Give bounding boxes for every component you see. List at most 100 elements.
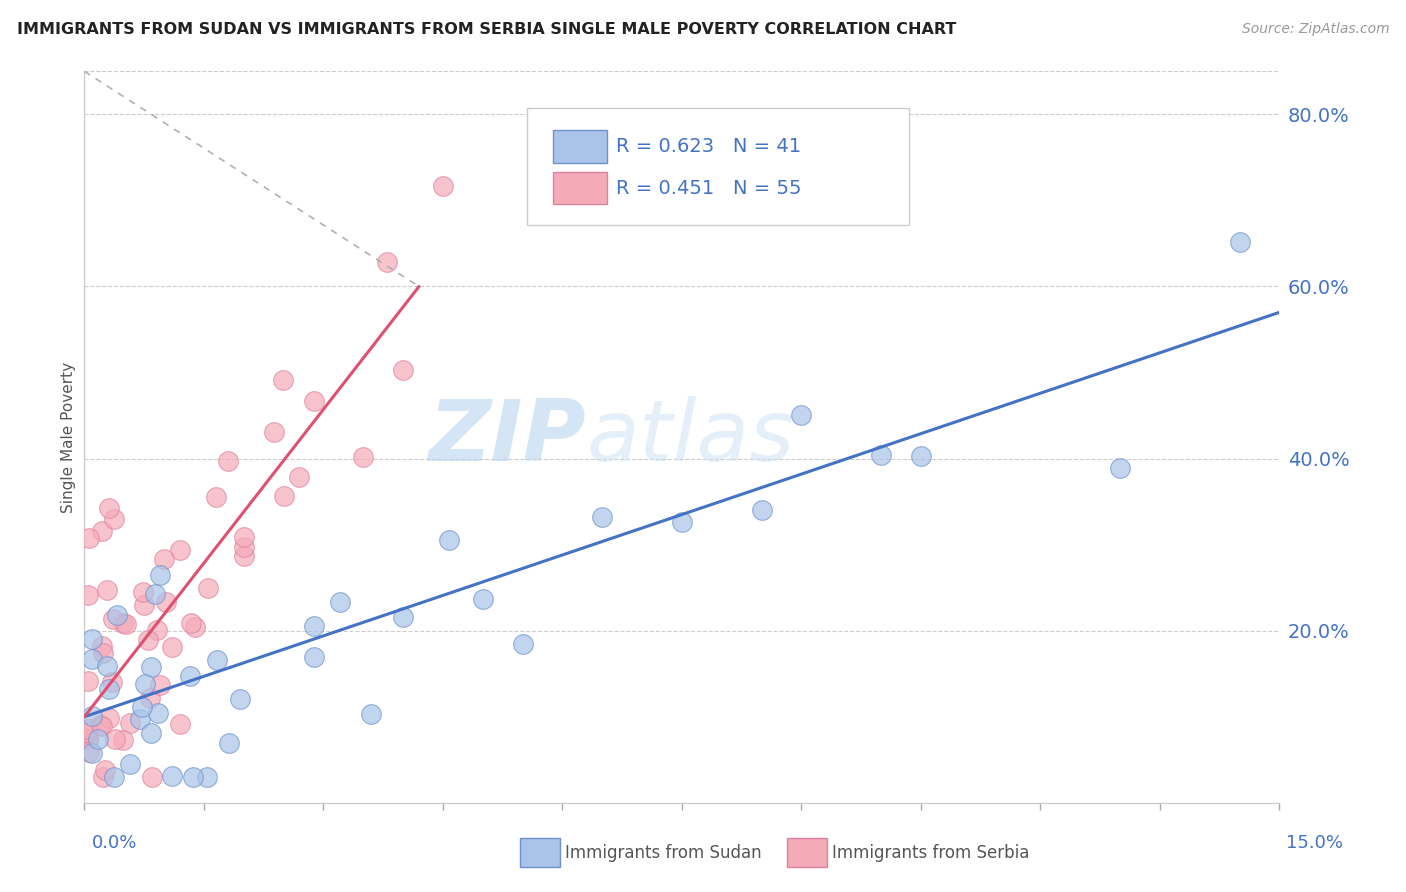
Point (375, 254, 398, 268)
Point (82, 632, 104, 646)
Point (180, 616, 202, 631)
Point (205, 490, 228, 504)
Point (77, 723, 100, 737)
Point (139, 660, 162, 674)
Text: IMMIGRANTS FROM SUDAN VS IMMIGRANTS FROM SERBIA SINGLE MALE POVERTY CORRELATION : IMMIGRANTS FROM SUDAN VS IMMIGRANTS FROM… (17, 22, 956, 37)
Point (115, 616, 138, 631)
Point (77, 673, 100, 688)
Point (392, 610, 415, 624)
Point (77, 724, 100, 739)
Point (790, 408, 813, 422)
Point (195, 770, 218, 784)
Point (439, 533, 461, 548)
Point (512, 637, 534, 651)
Point (432, 179, 454, 194)
Point (233, 540, 256, 554)
Point (148, 706, 170, 721)
Point (79, 745, 101, 759)
Point (120, 756, 142, 771)
Text: R = 0.623   N = 41: R = 0.623 N = 41 (616, 137, 801, 156)
Text: Immigrants from Serbia: Immigrants from Serbia (832, 844, 1029, 862)
Point (302, 649, 325, 664)
Point (1109, 461, 1132, 475)
Point (671, 515, 693, 529)
Point (197, 581, 219, 595)
Point (139, 690, 162, 705)
Point (591, 510, 613, 524)
Point (112, 732, 135, 747)
Point (82, 651, 104, 665)
Point (139, 726, 162, 740)
Point (128, 712, 150, 726)
Point (103, 512, 125, 526)
Point (288, 470, 311, 484)
Point (302, 619, 325, 633)
Point (392, 363, 415, 377)
Point (87, 732, 110, 747)
FancyBboxPatch shape (553, 171, 606, 204)
Point (143, 587, 166, 601)
Point (98, 681, 121, 696)
Point (105, 607, 128, 622)
Point (77, 731, 100, 746)
Point (91, 770, 114, 784)
Point (100, 674, 122, 689)
Point (96, 658, 118, 673)
Text: R = 0.451   N = 55: R = 0.451 N = 55 (616, 179, 801, 198)
FancyBboxPatch shape (553, 130, 606, 163)
Point (160, 768, 183, 782)
Point (169, 716, 191, 731)
Point (101, 612, 124, 626)
Point (90, 524, 112, 539)
Point (94, 763, 117, 777)
Point (146, 623, 169, 637)
Point (82, 746, 104, 760)
Point (134, 598, 156, 612)
Text: atlas: atlas (586, 395, 794, 479)
Point (91, 646, 114, 660)
Point (149, 568, 172, 582)
FancyBboxPatch shape (527, 108, 910, 225)
Text: 0.0%: 0.0% (91, 834, 136, 852)
Point (77, 588, 100, 602)
Point (232, 530, 254, 544)
Point (160, 640, 183, 655)
Text: Source: ZipAtlas.com: Source: ZipAtlas.com (1241, 22, 1389, 37)
Point (131, 699, 153, 714)
Point (103, 770, 125, 784)
Point (96, 582, 118, 597)
Point (229, 691, 252, 706)
Point (870, 448, 893, 462)
Point (152, 551, 174, 566)
Point (263, 425, 285, 439)
Point (352, 450, 374, 465)
Point (149, 678, 172, 692)
Point (77, 531, 100, 545)
Point (97, 711, 120, 725)
Point (82, 709, 104, 723)
Text: ZIP: ZIP (429, 395, 586, 479)
Point (181, 770, 204, 784)
Point (136, 632, 159, 647)
Y-axis label: Single Male Poverty: Single Male Poverty (60, 361, 76, 513)
Point (179, 669, 201, 683)
Point (217, 454, 239, 468)
Point (134, 676, 156, 690)
Point (104, 732, 127, 747)
Point (232, 549, 254, 563)
Point (132, 584, 155, 599)
Point (155, 595, 177, 609)
Point (218, 736, 240, 750)
Point (205, 653, 228, 667)
Point (91, 640, 114, 654)
Point (329, 595, 352, 609)
Point (360, 706, 382, 721)
Point (751, 503, 773, 517)
Point (471, 592, 494, 607)
Point (77, 732, 100, 747)
Point (118, 716, 141, 731)
Point (271, 373, 294, 387)
Text: 15.0%: 15.0% (1285, 834, 1343, 852)
Point (98, 500, 121, 515)
Point (302, 393, 325, 408)
